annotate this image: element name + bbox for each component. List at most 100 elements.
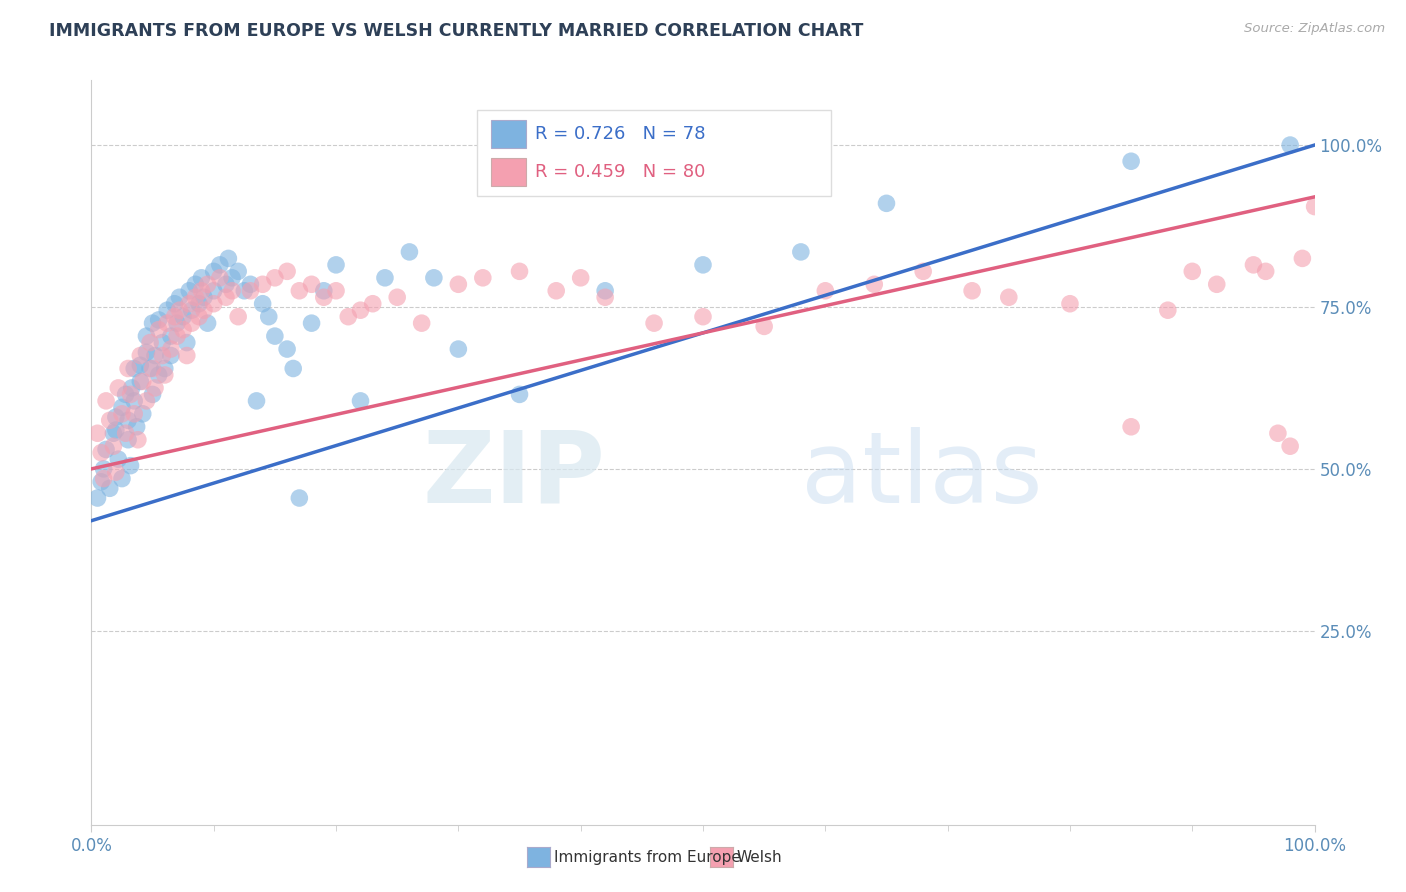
Point [172,323,194,337]
Point [120,458,142,473]
Point [125,419,148,434]
Point [509,387,531,401]
Point [593,290,616,304]
Point [215,290,238,304]
Point [1157,303,1180,318]
Point [193,290,215,304]
Point [190,270,212,285]
Point [233,284,256,298]
Point [264,270,287,285]
Point [288,284,311,298]
Text: Immigrants from Europe: Immigrants from Europe [554,850,741,864]
Text: ZIP: ZIP [422,426,605,524]
Point [202,284,225,298]
Text: R = 0.726   N = 78: R = 0.726 N = 78 [536,125,706,143]
Point [103,426,125,441]
Point [385,290,409,304]
Point [90,475,112,489]
Point [252,277,274,292]
Point [94,442,117,457]
Point [239,277,262,292]
Point [180,303,202,318]
Point [288,491,311,505]
Point [132,407,155,421]
Point [912,264,935,278]
Point [135,345,157,359]
Point [98,481,121,495]
Point [129,358,152,372]
Point [202,297,225,311]
Point [156,316,179,330]
Point [190,284,212,298]
Point [692,310,714,324]
Point [129,349,152,363]
Point [148,313,170,327]
Point [1254,264,1277,278]
Point [301,277,323,292]
Point [169,290,191,304]
Point [863,277,886,292]
Point [754,319,776,334]
Point [179,297,201,311]
Point [1181,264,1204,278]
Point [239,284,262,298]
Point [163,310,186,324]
Point [111,472,134,486]
Point [1279,138,1302,153]
Point [221,284,243,298]
Point [325,258,347,272]
Point [283,361,305,376]
Point [301,316,323,330]
Point [94,393,117,408]
FancyBboxPatch shape [491,158,526,186]
Point [257,310,280,324]
Point [875,196,898,211]
Point [141,361,163,376]
Point [148,323,170,337]
Point [221,270,243,285]
Point [156,303,179,318]
Point [150,335,173,350]
Point [197,316,219,330]
Point [139,335,162,350]
Point [160,329,183,343]
Point [423,270,446,285]
Point [226,264,249,278]
Point [215,277,238,292]
Point [349,303,371,318]
Point [569,270,592,285]
Point [180,316,202,330]
Point [1267,426,1289,441]
Point [122,393,145,408]
Text: Source: ZipAtlas.com: Source: ZipAtlas.com [1244,22,1385,36]
Point [135,329,157,343]
Point [197,277,219,292]
Point [86,491,108,505]
Point [245,393,267,408]
Point [179,284,201,298]
Point [337,310,360,324]
Point [692,258,714,272]
Point [252,297,274,311]
Point [169,303,191,318]
Point [120,387,142,401]
Point [104,465,127,479]
Point [1291,252,1313,266]
Point [447,342,470,356]
Point [1243,258,1265,272]
Point [135,393,157,408]
Point [122,407,145,421]
Point [471,270,494,285]
Point [202,264,225,278]
Point [312,284,335,298]
Point [107,381,129,395]
Point [226,310,249,324]
Point [103,439,125,453]
Point [960,284,983,298]
Point [122,361,145,376]
Point [104,423,127,437]
Point [117,361,139,376]
Point [148,368,170,382]
Point [276,264,298,278]
Point [184,290,207,304]
